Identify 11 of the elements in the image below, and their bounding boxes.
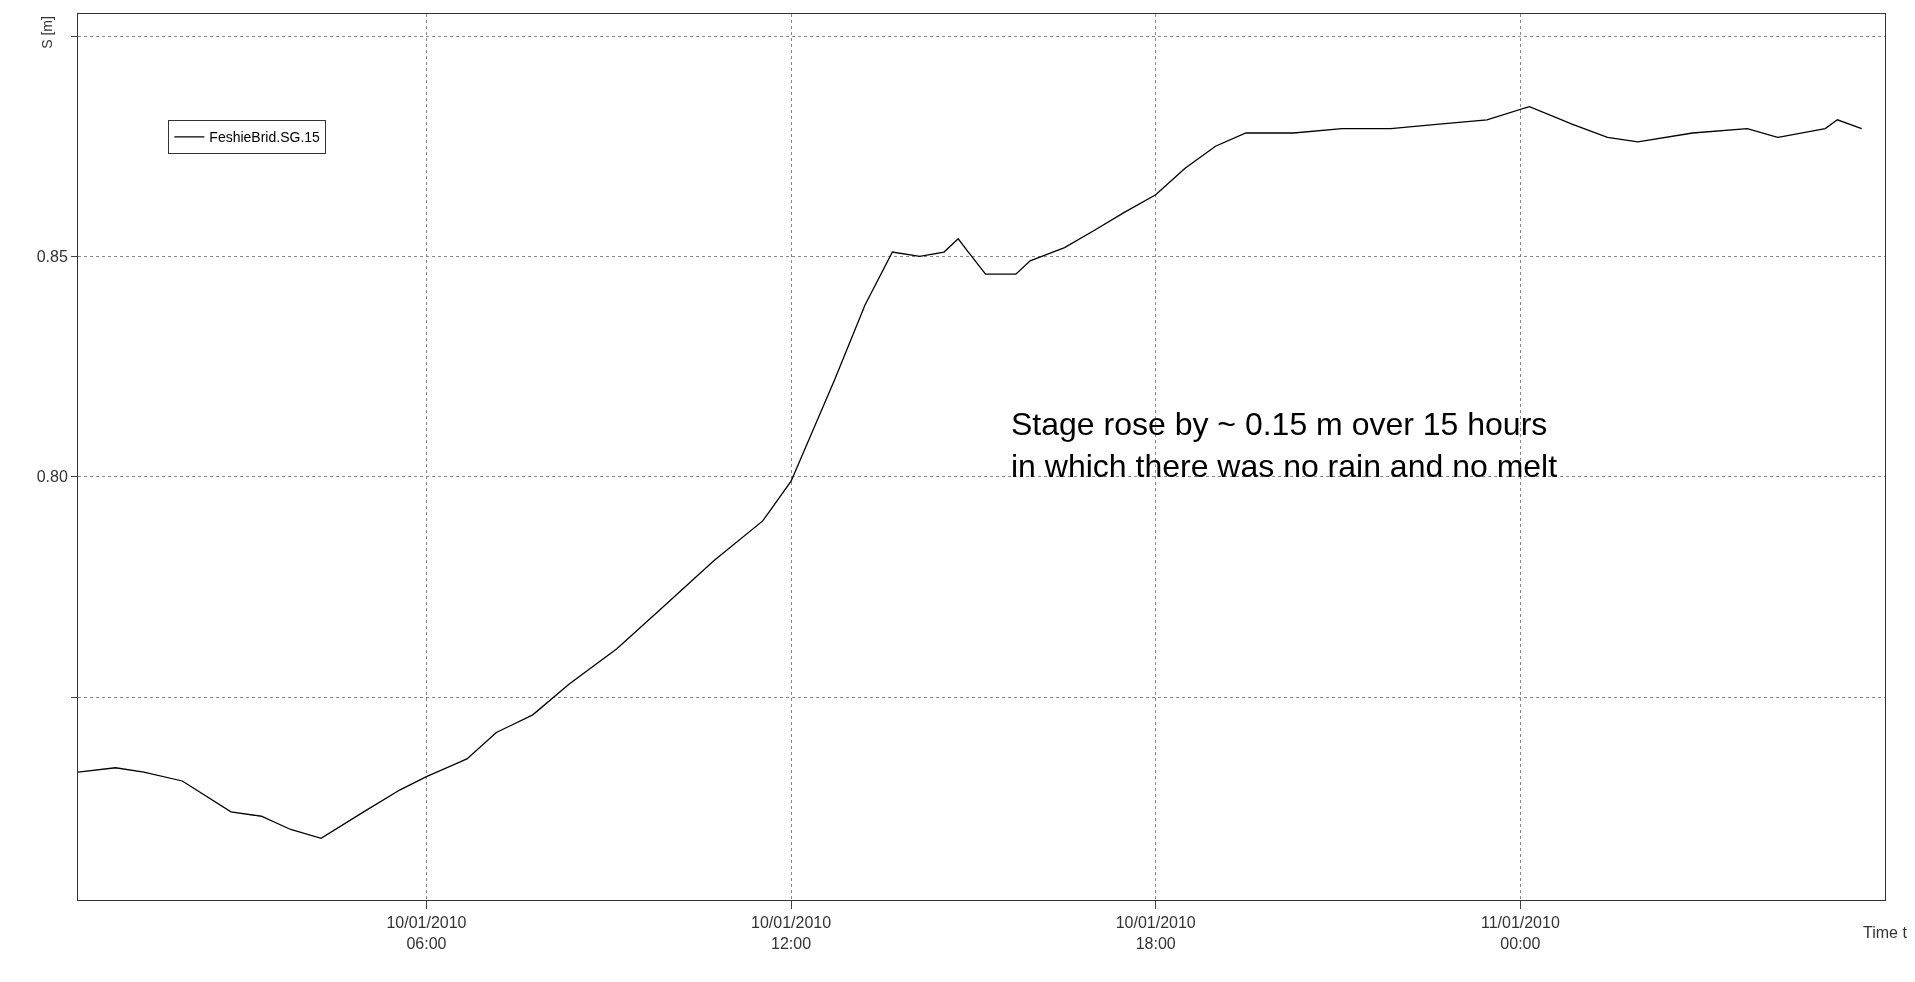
legend-label: FeshieBrid.SG.15 [209, 129, 321, 146]
x-tick-label: 10/01/2010 12:00 [751, 914, 832, 952]
x-tick-label: 10/01/2010 18:00 [1115, 914, 1196, 952]
y-tick-label: 0.85 [36, 248, 68, 266]
x-tick-label: 11/01/2010 00:00 [1480, 914, 1560, 952]
y-axis-title: S [m] [38, 16, 55, 49]
x-axis-title: Time t [1863, 924, 1908, 941]
x-tick-label: 10/01/2010 06:00 [386, 914, 467, 952]
line-series [78, 105, 1863, 839]
y-tick-label: 0.80 [36, 468, 68, 486]
annotation: Stage rose by ~ 0.15 m over 15 hours in which there was no rain and no melt [1011, 406, 1558, 484]
